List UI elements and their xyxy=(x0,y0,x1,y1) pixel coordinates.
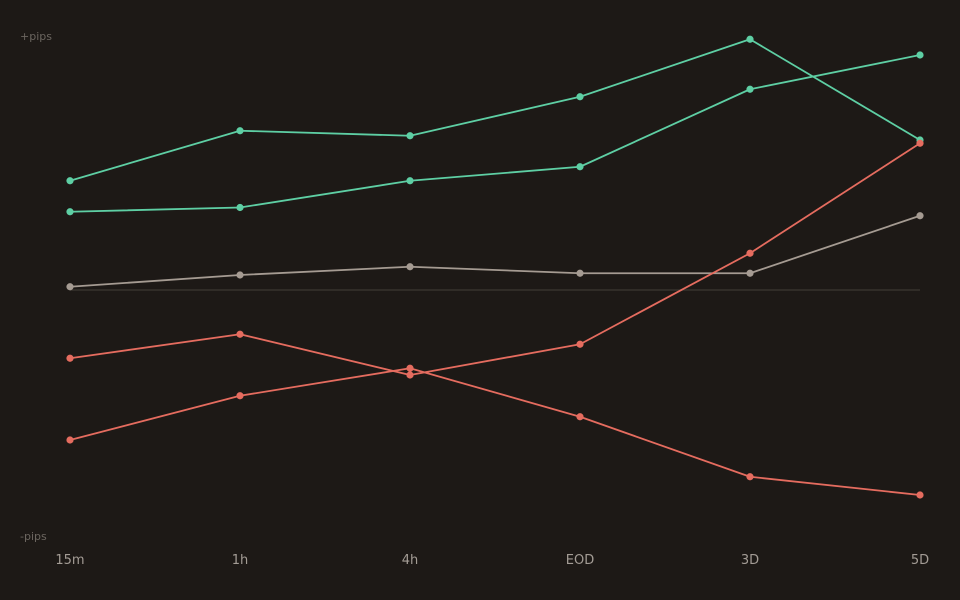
x-tick-label: 3D xyxy=(741,553,759,568)
data-point[interactable] xyxy=(66,436,74,444)
x-axis-labels: 15m 1h 4h EOD 3D 5D xyxy=(55,553,929,568)
data-point[interactable] xyxy=(576,340,584,348)
series-line xyxy=(69,54,921,213)
data-point[interactable] xyxy=(406,132,414,140)
y-axis-bottom-label: -pips xyxy=(20,530,47,543)
data-point[interactable] xyxy=(406,263,414,271)
y-axis-top-label: +pips xyxy=(20,30,52,43)
data-point[interactable] xyxy=(916,212,924,220)
data-point[interactable] xyxy=(236,330,244,338)
data-point[interactable] xyxy=(66,354,74,362)
series-line xyxy=(69,142,921,376)
series-layer xyxy=(66,35,924,499)
series-line xyxy=(69,367,921,496)
data-point[interactable] xyxy=(66,283,74,291)
data-point[interactable] xyxy=(746,473,754,481)
data-point[interactable] xyxy=(916,139,924,147)
x-tick-label: 15m xyxy=(55,553,84,568)
data-point[interactable] xyxy=(746,85,754,93)
data-point[interactable] xyxy=(66,208,74,216)
x-tick-label: 1h xyxy=(232,553,249,568)
series-line xyxy=(69,38,921,182)
data-point[interactable] xyxy=(66,177,74,185)
series-3 xyxy=(66,212,924,291)
data-point[interactable] xyxy=(406,371,414,379)
data-point[interactable] xyxy=(746,249,754,257)
data-point[interactable] xyxy=(236,392,244,400)
x-tick-label: EOD xyxy=(566,553,594,568)
data-point[interactable] xyxy=(746,35,754,43)
series-5 xyxy=(66,364,924,499)
data-point[interactable] xyxy=(406,364,414,372)
series-2 xyxy=(66,51,924,216)
series-4 xyxy=(66,139,924,379)
series-line xyxy=(69,214,921,288)
data-point[interactable] xyxy=(746,269,754,277)
data-point[interactable] xyxy=(576,413,584,421)
data-point[interactable] xyxy=(236,127,244,135)
series-1 xyxy=(66,35,924,185)
data-point[interactable] xyxy=(576,269,584,277)
data-point[interactable] xyxy=(576,93,584,101)
data-point[interactable] xyxy=(916,491,924,499)
data-point[interactable] xyxy=(916,51,924,59)
data-point[interactable] xyxy=(576,163,584,171)
data-point[interactable] xyxy=(406,177,414,185)
data-point[interactable] xyxy=(236,203,244,212)
x-tick-label: 5D xyxy=(911,553,929,568)
x-tick-label: 4h xyxy=(402,553,419,568)
data-point[interactable] xyxy=(236,271,244,279)
